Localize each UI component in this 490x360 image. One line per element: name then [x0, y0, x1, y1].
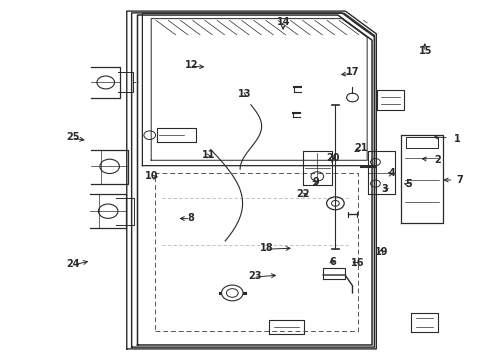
- Text: 12: 12: [185, 60, 198, 70]
- Circle shape: [221, 285, 243, 301]
- Text: 23: 23: [248, 271, 262, 281]
- Text: 5: 5: [405, 179, 412, 189]
- Text: 19: 19: [375, 247, 389, 257]
- Text: 7: 7: [457, 175, 464, 185]
- Text: 24: 24: [66, 259, 80, 269]
- Text: 11: 11: [201, 150, 215, 160]
- Text: 25: 25: [66, 132, 80, 142]
- Text: 8: 8: [188, 213, 195, 222]
- Text: 15: 15: [419, 46, 433, 56]
- Text: 18: 18: [260, 243, 274, 253]
- Text: 21: 21: [355, 143, 368, 153]
- Text: 16: 16: [351, 258, 364, 268]
- Text: 22: 22: [296, 189, 309, 199]
- Text: 9: 9: [313, 177, 319, 187]
- Text: 4: 4: [388, 168, 395, 178]
- Text: 13: 13: [238, 89, 252, 99]
- Text: 20: 20: [326, 153, 340, 163]
- Text: 3: 3: [381, 184, 388, 194]
- Text: 14: 14: [277, 17, 291, 27]
- Text: 2: 2: [435, 155, 441, 165]
- Text: 17: 17: [346, 67, 359, 77]
- Text: 1: 1: [454, 134, 461, 144]
- Text: 6: 6: [330, 257, 336, 267]
- Text: 10: 10: [146, 171, 159, 181]
